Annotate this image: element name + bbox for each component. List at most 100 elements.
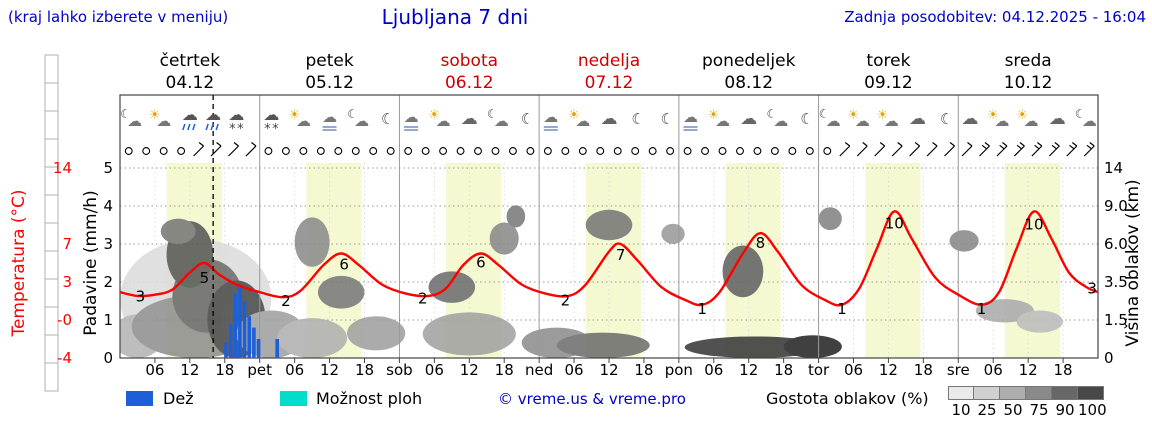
day-date: 08.12	[724, 73, 773, 93]
day-abbrev-label: tor	[808, 361, 830, 379]
temperature-value-label: 10	[1024, 215, 1043, 233]
cloud-scale-color	[1078, 386, 1104, 400]
cloud-scale-pct-label: 100	[1078, 401, 1107, 419]
temperature-value-label: 2	[281, 292, 291, 310]
hour-tick-label: 06	[844, 361, 863, 379]
cloud-blob	[317, 275, 365, 309]
temperature-scale-strip	[44, 54, 59, 392]
weather-icon-fog-cloud: ☁	[322, 108, 337, 131]
wind-calm-icon	[753, 147, 762, 155]
precip-tick-label: 3	[103, 235, 113, 253]
hour-tick-label: 06	[984, 361, 1003, 379]
svg-text:☾: ☾	[766, 107, 777, 121]
cloud-height-tick-label: 6.0	[1104, 235, 1128, 253]
wind-barb-icon	[1066, 142, 1078, 157]
temperature-value-label: 1	[697, 300, 707, 318]
svg-text:☁: ☁	[228, 105, 244, 124]
weather-icon-moon: ☾	[381, 110, 394, 128]
wind-barb-icon	[210, 142, 222, 157]
day-abbrev-label: sob	[386, 361, 413, 379]
svg-text:☀: ☀	[149, 108, 161, 123]
cloud-height-tick-label: 14	[1104, 159, 1123, 177]
wind-barb-icon	[1031, 142, 1043, 157]
wind-barb-icon	[909, 142, 921, 157]
wind-calm-icon	[386, 147, 395, 155]
wind-calm-icon	[456, 147, 465, 155]
svg-text:☀: ☀	[428, 108, 440, 123]
weather-icon-sun-cloud: ☀☁	[877, 108, 899, 130]
wind-barb-icon	[1013, 142, 1025, 157]
wind-calm-icon	[543, 147, 552, 155]
wind-calm-icon	[788, 147, 797, 155]
weather-icon-cloud: ☁	[601, 109, 618, 129]
svg-text:*: *	[237, 122, 244, 137]
svg-text:☾: ☾	[800, 110, 813, 128]
rain-bar	[252, 327, 256, 358]
temperature-curve	[120, 210, 1098, 307]
svg-text:☁: ☁	[909, 109, 926, 129]
svg-text:☁: ☁	[1049, 109, 1066, 129]
showers-legend-swatch	[280, 391, 307, 406]
temperature-tick-label: 14	[53, 159, 72, 177]
rain-legend-label: Dež	[163, 389, 194, 408]
weather-icon-moon: ☾	[800, 110, 813, 128]
cloud-blob	[160, 218, 196, 244]
wind-barb-icon	[1048, 142, 1060, 157]
svg-text:☾: ☾	[487, 107, 498, 121]
cloud-blob	[294, 217, 330, 267]
svg-text:☾: ☾	[381, 110, 394, 128]
temperature-tick-label: -0	[57, 311, 72, 329]
cloud-scale-color	[974, 386, 1000, 400]
temperature-tick-label: 3	[62, 273, 72, 291]
wind-barb-icon	[996, 142, 1008, 157]
day-abbrev-label: pon	[665, 361, 693, 379]
day-name: ponedeljek	[702, 51, 796, 71]
svg-text:☾: ☾	[819, 107, 830, 121]
cloud-scale-pct-label: 50	[1003, 401, 1023, 419]
day-date: 10.12	[1004, 73, 1053, 93]
wind-calm-icon	[439, 147, 448, 155]
hour-tick-label: 18	[634, 361, 653, 379]
wind-barb-icon	[839, 142, 851, 157]
wind-calm-icon	[316, 147, 325, 155]
weather-icon-moon-cloud: ☾☁	[120, 107, 142, 130]
rain-legend-swatch	[126, 391, 153, 406]
svg-text:*: *	[264, 122, 271, 137]
temperature-value-label: 2	[418, 289, 428, 307]
x-axis: 06 12 18 pet 06 12 18 sob 06 12 18 ned 06 12 18 pon 06 12…	[145, 358, 1073, 379]
cloud-blob	[949, 230, 979, 252]
wind-calm-icon	[578, 147, 587, 155]
cloud-height-tick-label: 1.5	[1104, 311, 1128, 329]
hour-tick-label: 06	[425, 361, 444, 379]
daytime-band	[865, 163, 921, 358]
weather-icon-cloud: ☁	[740, 109, 757, 129]
hour-tick-label: 06	[704, 361, 723, 379]
page-title: Ljubljana 7 dni	[381, 5, 529, 29]
wind-calm-icon	[351, 147, 360, 155]
day-date: 07.12	[585, 73, 634, 93]
copyright-link[interactable]: © vreme.us & vreme.pro	[498, 390, 686, 408]
hour-tick-label: 18	[495, 361, 514, 379]
precip-tick-label: 1	[103, 311, 113, 329]
hour-tick-label: 18	[914, 361, 933, 379]
hour-tick-label: 06	[285, 361, 304, 379]
wind-calm-icon	[124, 147, 133, 155]
svg-text:☁: ☁	[263, 105, 279, 124]
svg-text:☁: ☁	[961, 109, 978, 129]
hour-tick-label: 06	[145, 361, 164, 379]
svg-text:☁: ☁	[715, 112, 730, 130]
cloud-blob	[428, 271, 476, 303]
svg-text:☁: ☁	[127, 112, 142, 130]
svg-text:☁: ☁	[182, 105, 198, 124]
svg-text:☁: ☁	[1024, 112, 1039, 130]
temperature-value-label: 3	[1087, 280, 1097, 298]
svg-text:☁: ☁	[156, 112, 171, 130]
wind-calm-icon	[631, 147, 640, 155]
rain-bars	[224, 285, 279, 358]
weather-icon-moon-cloud: ☾☁	[487, 107, 509, 130]
weather-icon-sun-cloud: ☀☁	[568, 108, 590, 130]
cloud-blob	[722, 245, 764, 298]
